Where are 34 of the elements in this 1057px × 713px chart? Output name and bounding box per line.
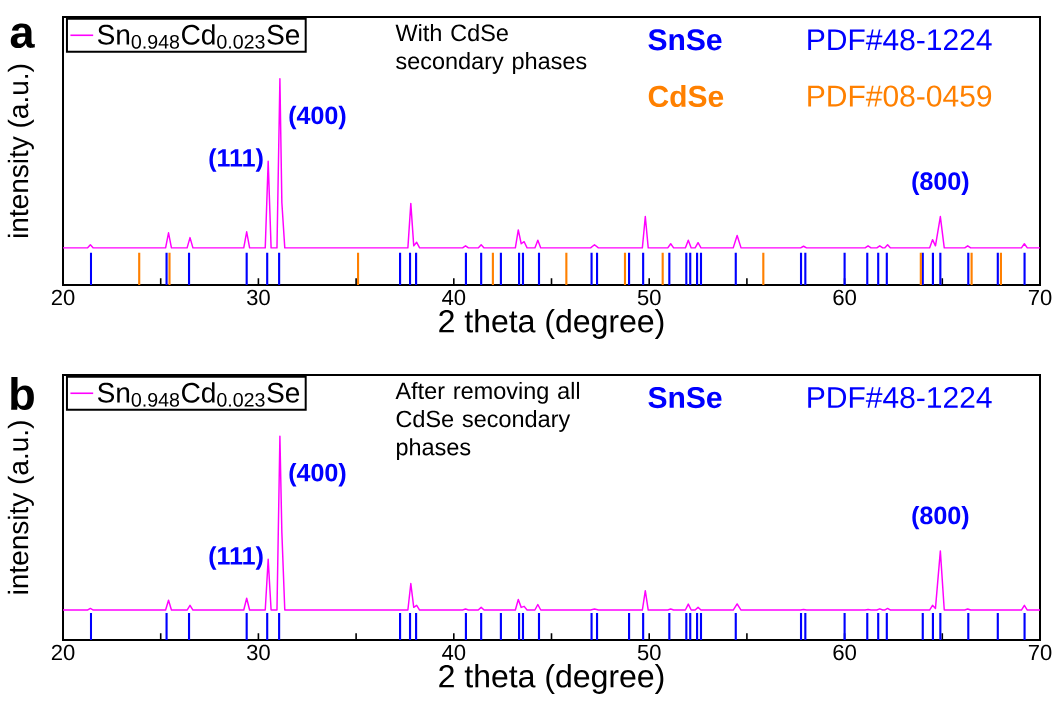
x-tick-label: 40 xyxy=(442,289,466,306)
x-tick-label: 20 xyxy=(51,644,75,661)
y-axis-title: intensity (a.u.) xyxy=(7,64,34,238)
annotation: (111) xyxy=(209,546,263,570)
annotation: (400) xyxy=(289,463,346,487)
chart-title: b xyxy=(11,376,34,411)
annotation: PDF#08-0459 xyxy=(808,85,992,107)
x-tick-label: 60 xyxy=(833,289,856,306)
text: PDF#48-1224 xyxy=(808,29,992,51)
annotation: After removing all CdSe secondary phases xyxy=(395,381,580,461)
x-tick-label: 50 xyxy=(637,644,661,661)
chart-title: a xyxy=(10,23,35,49)
x-axis-title: 2 theta (degree) xyxy=(439,309,664,339)
x-tick-label: 40 xyxy=(442,644,466,661)
x-tick-label: 30 xyxy=(247,644,270,661)
x-tick-label: 50 xyxy=(637,289,661,306)
text: CdSe xyxy=(648,85,724,108)
x-tick-label: 70 xyxy=(1028,289,1052,306)
x-tick-label: 70 xyxy=(1028,644,1052,661)
text: SnSe xyxy=(648,29,722,51)
annotation: (800) xyxy=(912,171,969,195)
text: PDF#48-1224 xyxy=(808,386,992,409)
x-tick-label: 20 xyxy=(51,289,75,306)
annotation: (111) xyxy=(209,148,263,172)
annotation: (800) xyxy=(912,505,969,530)
y-axis-title: intensity (a.u.) xyxy=(7,421,34,594)
text: With CdSe secondary phases xyxy=(395,23,587,74)
annotation: (400) xyxy=(289,105,346,130)
x-tick-label: 60 xyxy=(833,644,856,661)
legend-label: Sn$_{0.948}$Cd$_{0.023}$Se xyxy=(97,24,300,49)
legend-label: Sn$_{0.948}$Cd$_{0.023}$Se xyxy=(97,382,300,407)
x-axis-title: 2 theta (degree) xyxy=(439,664,664,694)
text: SnSe xyxy=(648,386,722,409)
x-tick-label: 30 xyxy=(247,289,270,306)
